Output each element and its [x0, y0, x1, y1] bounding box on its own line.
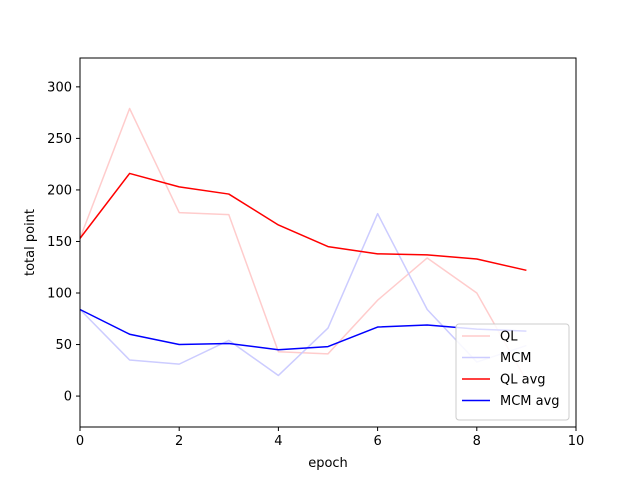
x-axis-ticks: 0 2 4 6 8 10: [76, 427, 584, 449]
y-tick-label: 200: [47, 183, 72, 198]
legend-label: QL avg: [500, 373, 546, 388]
legend: QL MCM QL avg MCM avg: [455, 323, 570, 421]
series-line-mcm: [79, 212, 527, 377]
x-tick-label: 8: [473, 434, 481, 449]
legend-box: [455, 323, 570, 421]
legend-label: MCM avg: [500, 394, 560, 409]
y-axis-ticks: 0 50 100 150 200 250 300: [47, 80, 80, 405]
series-line-ql-avg: [79, 172, 527, 272]
y-tick-label: 300: [47, 80, 72, 95]
legend-label: QL: [500, 330, 518, 345]
y-tick-label: 150: [47, 235, 72, 250]
series-line-mcm-avg: [79, 308, 527, 351]
legend-label: MCM: [500, 351, 532, 366]
series-layer: [79, 107, 528, 381]
y-tick-label: 100: [47, 287, 72, 302]
x-tick-label: 0: [76, 434, 84, 449]
y-tick-label: 0: [64, 390, 72, 405]
x-tick-label: 2: [175, 434, 183, 449]
x-axis-label: epoch: [308, 456, 348, 471]
y-axis-label: total point: [23, 209, 38, 276]
x-tick-label: 6: [373, 434, 381, 449]
y-tick-label: 250: [47, 132, 72, 147]
x-tick-label: 10: [568, 434, 585, 449]
x-tick-label: 4: [274, 434, 282, 449]
plot-frame: [79, 57, 577, 428]
y-tick-label: 50: [55, 338, 72, 353]
